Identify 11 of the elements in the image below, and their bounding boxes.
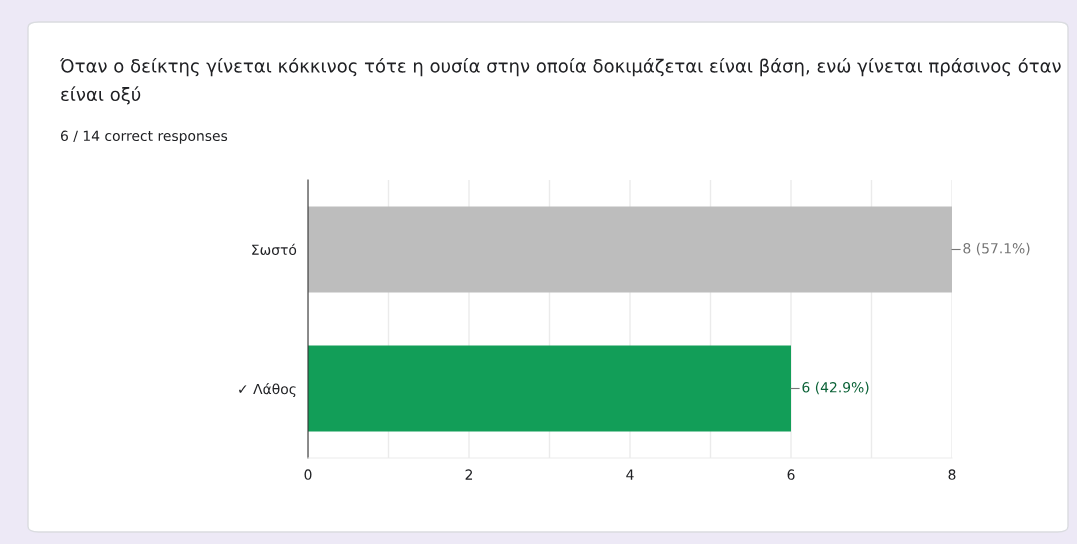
- chart-title: Όταν ο δείκτης γίνεται κόκκινος τότε η ουσία στην οποία δοκιμάζεται είναι βάση, ενώ γίνεται πράσινος όταν είναι οξύ: [59, 58, 1061, 105]
- y-tick-label: ✓ Λάθος: [239, 382, 296, 397]
- data-label: 6 (42.9%): [802, 381, 869, 395]
- x-tick-label: 6: [787, 469, 795, 480]
- y-tick-label: Σωστό: [252, 243, 297, 255]
- x-tick-label: 2: [465, 469, 473, 480]
- text: 6 / 14 correct responses: [60, 130, 228, 144]
- data-label: 8 (57.1%): [963, 242, 1030, 256]
- x-tick-label: 0: [304, 469, 312, 480]
- x-tick-label: 4: [626, 469, 634, 480]
- x-tick-label: 8: [948, 469, 956, 480]
